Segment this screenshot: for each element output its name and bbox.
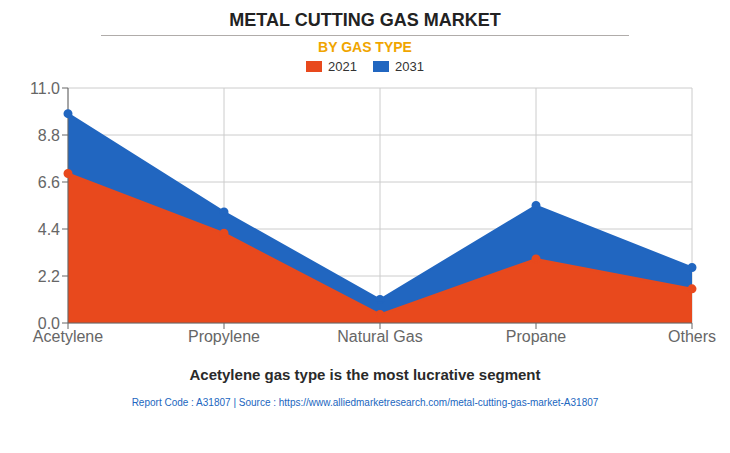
html-text:BY GAS TYPE: BY GAS TYPE	[318, 39, 412, 55]
html-text:Acetylene gas type is the most: Acetylene gas type is the most lucrative…	[189, 366, 541, 383]
svg-text:4.4: 4.4	[38, 221, 60, 238]
html-text:2031: 2031	[395, 59, 424, 74]
svg-text:11.0: 11.0	[30, 80, 60, 97]
svg-text:0.0: 0.0	[38, 315, 60, 332]
html-text:2021: 2021	[328, 59, 357, 74]
svg-text:Acetylene: Acetylene	[32, 328, 104, 346]
html-text:METAL CUTTING GAS MARKET: METAL CUTTING GAS MARKET	[229, 10, 501, 30]
svg-text:Propane: Propane	[506, 328, 567, 345]
svg-text:6.6: 6.6	[38, 174, 60, 191]
svg-text:2.2: 2.2	[38, 268, 60, 285]
svg-text:Others: Others	[668, 328, 716, 345]
svg-text:Natural Gas: Natural Gas	[337, 328, 422, 345]
html-text:Report Code : A31807 | Source: Report Code : A31807 | Source : https://…	[131, 397, 599, 408]
svg-text:Propylene: Propylene	[188, 328, 260, 345]
svg-text:8.8: 8.8	[38, 127, 60, 144]
